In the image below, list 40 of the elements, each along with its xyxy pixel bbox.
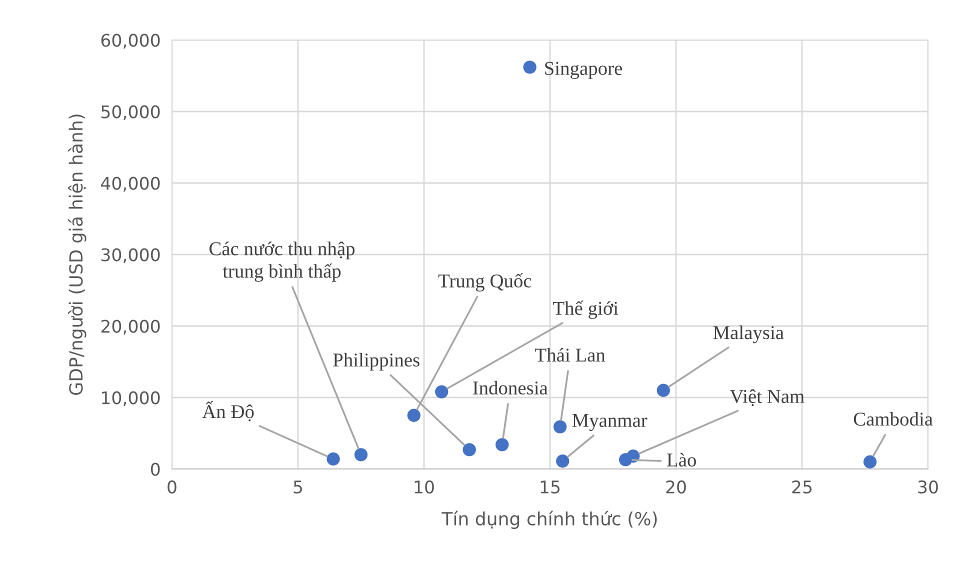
annotation: Philippines [333,352,420,371]
point [553,420,567,434]
annotation: Indonesia [473,380,548,395]
x-tick-label: 10 [414,480,434,494]
y-tick-label: 0 [150,462,160,476]
y-tick-label: 50,000 [101,105,160,120]
point [462,443,476,456]
point [407,408,421,422]
x-axis-title: Tín dụng chính thức (%) [442,510,657,529]
point [326,452,340,466]
x-tick-label: 30 [918,480,938,494]
annotation: Lào [667,452,696,467]
annotation: Myanmar [572,414,648,431]
annotation: Thái Lan [535,348,606,362]
point [656,384,670,397]
y-tick-label: 60,000 [101,34,160,49]
point [435,385,448,398]
x-tick-label: 15 [540,480,560,494]
annotation: Trung Quốc [438,273,532,292]
x-tick-label: 5 [294,480,302,494]
y-tick-label: 10,000 [102,391,160,406]
annotation: Thế giới [553,300,618,319]
y-tick-label: 30,000 [101,248,160,264]
y-axis-title: GDP/người (USD giá hiện hành) [68,114,86,395]
annotation: Malaysia [713,326,784,344]
y-tick-label: 40,000 [100,176,160,192]
x-tick-label: 0 [168,480,176,494]
annotation: Việt Nam [730,389,804,406]
annotation: Cambodia [854,412,933,426]
annotation: Ấn Độ [202,400,254,422]
x-tick-label: 25 [792,480,812,494]
point [556,454,570,468]
y-tick-label: 20,000 [101,320,160,335]
point [496,438,509,452]
point [523,60,536,74]
annotation: Singapore [545,62,622,79]
x-tick-label: 20 [666,480,686,494]
point [863,455,877,468]
annotation: Các nước thu nhập trung bình thấp [209,242,355,282]
point [354,448,368,462]
